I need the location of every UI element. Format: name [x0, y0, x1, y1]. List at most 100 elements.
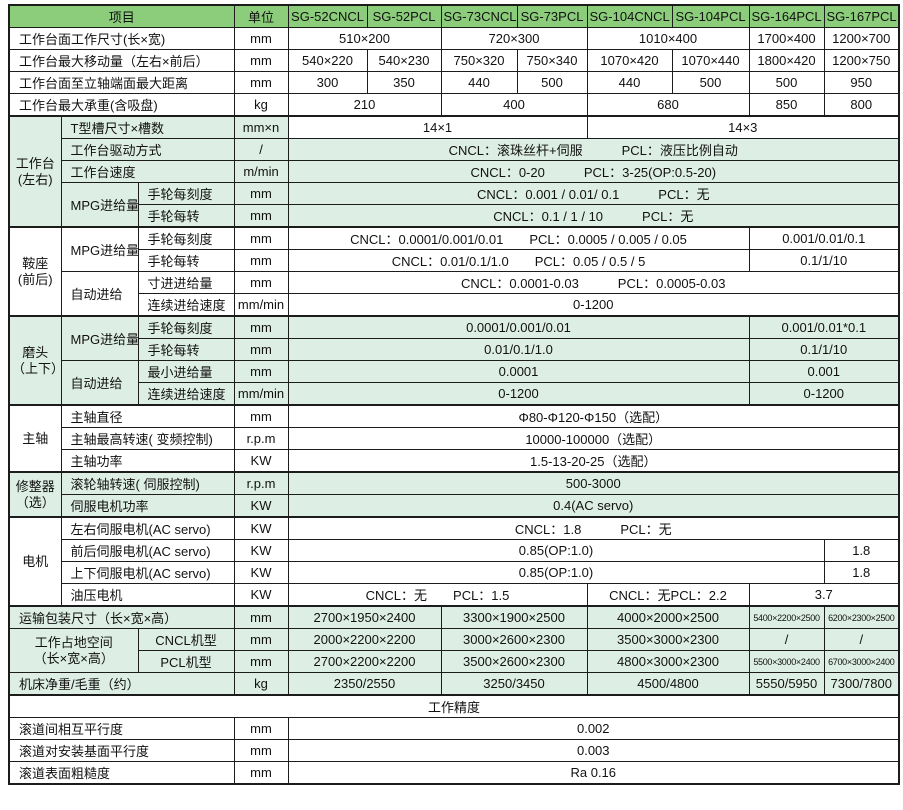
- value-cell: 3500×3000×2300: [586, 628, 750, 651]
- table-row: 工作台面至立轴端面最大距离 mm 300 350 440 500 440 500 500 950: [8, 71, 900, 94]
- unit-cell: KW: [233, 583, 289, 607]
- table-row: 滚道表面粗糙度 mm Ra 0.16: [8, 761, 900, 785]
- value-cell: 7300/7800: [823, 672, 900, 696]
- table-row: 工作台 (左右) T型槽尺寸×槽数 mm×n 14×1 14×3: [8, 115, 900, 228]
- table-row: 工作台驱动方式 / CNCL：滚珠丝杆+伺服 PCL：液压比例自动: [9, 138, 900, 161]
- table-row: 手轮每转 mm CNCL：0.1 / 1 / 10 PCL：无: [9, 204, 900, 228]
- unit-cell: mm: [233, 338, 289, 361]
- row-label: 滚道间相互平行度: [8, 717, 235, 740]
- unit-cell: mm: [233, 360, 289, 383]
- column-header-model: SG-52PCL: [366, 4, 442, 28]
- unit-cell: mm: [233, 204, 289, 228]
- row-label: MPG进给量: [60, 315, 139, 361]
- table-row: 主轴最高转速( 变频控制) r.p.m 10000-100000（选配）: [9, 427, 900, 450]
- value-cell: 6200×2300×2500: [823, 605, 900, 629]
- unit-cell: mm: [233, 249, 289, 272]
- section-label: 鞍座 (前后): [8, 226, 62, 317]
- table-row: 磨头 （上下） MPG进给量 手轮每刻度 mm 0.0001/0.001/0.01 0.0…: [8, 315, 900, 406]
- table-row: 滚道对安装基面平行度 mm 0.003: [8, 739, 900, 762]
- row-label: 自动进给: [60, 360, 139, 406]
- value-cell: 400: [440, 93, 588, 117]
- table-row: 运输包装尺寸（长×宽×高） mm 2700×1950×2400 3300×1900×2…: [8, 605, 900, 629]
- unit-cell: m/min: [233, 160, 289, 183]
- row-label: 主轴直径: [60, 404, 235, 428]
- row-label: 手轮每转: [137, 249, 235, 272]
- value-cell: 500: [748, 71, 825, 94]
- unit-cell: r.p.m: [233, 427, 289, 450]
- table-row: 工作精度: [8, 694, 900, 718]
- value-cell: CNCL：0.0001/0.001/0.01 PCL：0.0005 / 0.00…: [287, 226, 750, 250]
- value-cell: 850: [748, 93, 825, 117]
- row-label: 机床净重/毛重（约）: [8, 672, 235, 696]
- row-label: 油压电机: [60, 583, 235, 607]
- unit-cell: mm: [233, 761, 289, 785]
- value-cell: CNCL：0.001 / 0.01/ 0.1 PCL：无: [287, 182, 900, 205]
- column-header-model: SG-167PCL: [823, 4, 900, 28]
- row-label: MPG进给量: [60, 226, 139, 272]
- row-label: 手轮每刻度: [137, 182, 235, 205]
- unit-cell: mm/min: [233, 382, 289, 406]
- row-label: 手轮每转: [137, 204, 235, 228]
- value-cell: 1700×400: [748, 27, 825, 50]
- table-row: 项目 单位 SG-52CNCL SG-52PCL SG-73CNCL SG-73PCL SG…: [8, 4, 900, 28]
- section-label: 主轴: [8, 404, 62, 473]
- table-row: 上下伺服电机(AC servo) KW 0.85(OP:1.0) 1.8: [9, 561, 900, 584]
- row-label: 手轮每转: [137, 338, 235, 361]
- table-row: 电机 左右伺服电机(AC servo) KW CNCL：1.8 PCL：无: [8, 516, 900, 607]
- value-cell: 2700×1950×2400: [287, 605, 442, 629]
- unit-cell: mm: [233, 717, 289, 740]
- value-cell: 0.002: [287, 717, 900, 740]
- value-cell: 5400×2200×2500: [748, 605, 825, 629]
- value-cell: 350: [366, 71, 442, 94]
- table-row: 前后伺服电机(AC servo) KW 0.85(OP:1.0) 1.8: [9, 539, 900, 562]
- value-cell: 0.003: [287, 739, 900, 762]
- row-label: 工作台面工作尺寸(长×宽): [8, 27, 235, 50]
- unit-cell: mm: [233, 628, 289, 651]
- value-cell: Ra 0.16: [287, 761, 900, 785]
- table-row: 工作占地空间 （长×宽×高） CNCL机型 mm 2000×2200×2200 3000…: [8, 628, 900, 673]
- column-header-model: SG-164PCL: [748, 4, 825, 28]
- row-label: 主轴最高转速( 变频控制): [60, 427, 235, 450]
- value-cell: 500: [671, 71, 750, 94]
- unit-cell: mm: [233, 27, 289, 50]
- row-label: 主轴功率: [60, 449, 235, 473]
- section-label: 修整器 （选）: [8, 471, 62, 518]
- table-row: 工作台面工作尺寸(长×宽) mm 510×200 720×300 1010×400 170…: [8, 27, 900, 50]
- table-row: 工作台速度 m/min CNCL：0-20 PCL：3-25(OP:0.5-20): [9, 160, 900, 183]
- row-label: 自动进给: [60, 271, 139, 317]
- value-cell: 0-1200: [287, 293, 900, 317]
- value-cell: 1.5-13-20-25（选配）: [287, 449, 900, 473]
- row-label: 左右伺服电机(AC servo): [60, 516, 235, 540]
- table-row: 伺服电机功率 KW 0.4(AC servo): [9, 494, 900, 518]
- value-cell: 0.0001/0.001/0.01: [287, 315, 750, 339]
- value-cell: 3000×2600×2300: [440, 628, 588, 651]
- value-cell: 1070×420: [586, 49, 673, 72]
- value-cell: 1800×420: [748, 49, 825, 72]
- unit-cell: mm: [233, 404, 289, 428]
- value-cell: 2000×2200×2200: [287, 628, 442, 651]
- value-cell: 1.8: [823, 561, 900, 584]
- column-header-model: SG-52CNCL: [287, 4, 368, 28]
- row-label: 运输包装尺寸（长×宽×高）: [8, 605, 235, 629]
- value-cell: 3250/3450: [440, 672, 588, 696]
- table-row: 主轴 主轴直径 mm Φ80-Φ120-Φ150（选配）: [8, 404, 900, 473]
- spec-table-body: 项目 单位 SG-52CNCL SG-52PCL SG-73CNCL SG-73PCL SG…: [8, 4, 900, 785]
- unit-cell: KW: [233, 539, 289, 562]
- table-row: 修整器 （选） 滚轮轴转速( 伺服控制) r.p.m 500-3000: [8, 471, 900, 518]
- table-row: 油压电机 KW CNCL：无 PCL：1.5 CNCL：无PCL：2.2 3.7: [9, 583, 900, 607]
- value-cell: /: [823, 628, 900, 651]
- value-cell: 0.001/0.01/0.1: [748, 226, 900, 250]
- value-cell: CNCL：无PCL：2.2: [586, 583, 750, 607]
- table-row: 滚道间相互平行度 mm 0.002: [8, 717, 900, 740]
- table-row: 机床净重/毛重（约） kg 2350/2550 3250/3450 4500/4800 5…: [8, 672, 900, 696]
- row-label: 工作台最大移动量（左右×前后）: [8, 49, 235, 72]
- table-row: 自动进给 最小进给量 mm 0.0001 0.001: [9, 360, 900, 406]
- value-cell: 1200×700: [823, 27, 900, 50]
- value-cell: 750×340: [516, 49, 588, 72]
- row-label: 前后伺服电机(AC servo): [60, 539, 235, 562]
- value-cell: 680: [586, 93, 750, 117]
- row-label: 工作台最大承重(含吸盘): [8, 93, 235, 117]
- value-cell: 5500×3000×2400: [748, 650, 825, 673]
- row-label: 滚道表面粗糙度: [8, 761, 235, 785]
